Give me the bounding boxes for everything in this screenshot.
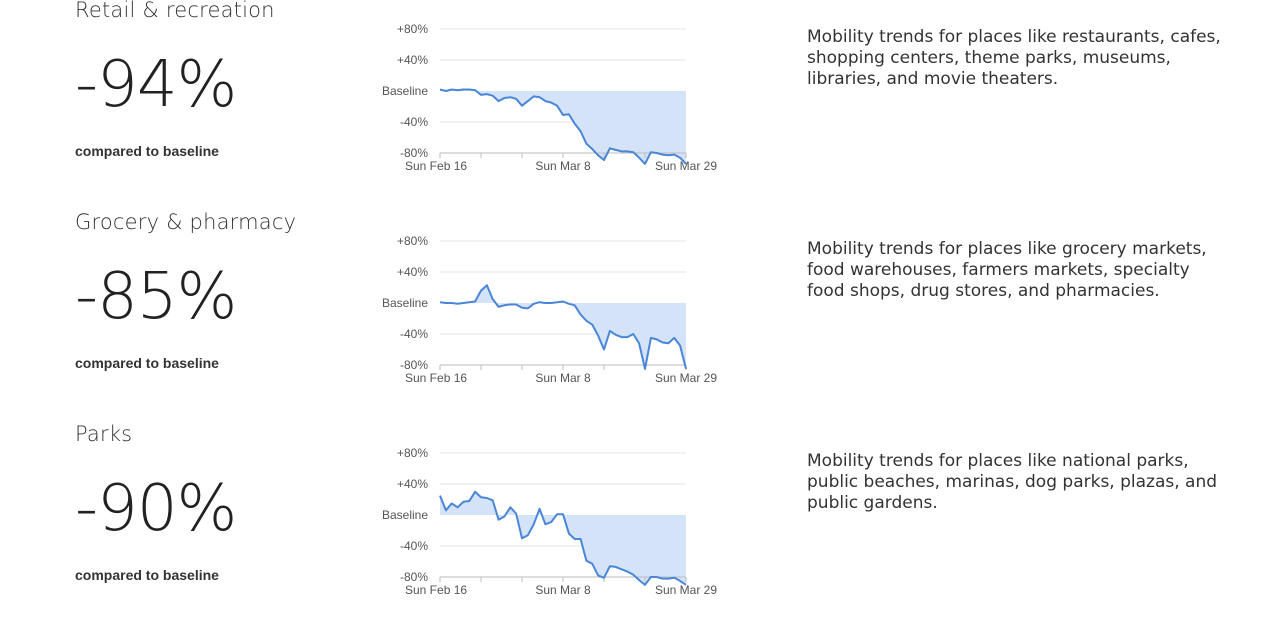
- headline-percent: -90%: [75, 472, 237, 546]
- y-tick-label: Baseline: [382, 508, 428, 522]
- category-title: Retail & recreation: [75, 0, 275, 22]
- category-description: Mobility trends for places like national…: [807, 451, 1218, 513]
- parks-chart: +80% +40% Baseline -40% -80%Sun Feb 16 Sun Ma…: [382, 446, 717, 597]
- y-tick-label: +80%: [397, 22, 428, 36]
- category-title: Grocery & pharmacy: [75, 210, 297, 234]
- series-line: [439, 88, 687, 165]
- x-tick-label: Sun Mar 8: [535, 371, 591, 385]
- y-tick-label: +40%: [397, 265, 428, 279]
- y-tick-label: -40%: [400, 115, 428, 129]
- x-tick-label: Sun Mar 8: [535, 583, 591, 597]
- series-line: [439, 490, 687, 586]
- compared-label: compared to baseline: [75, 143, 219, 159]
- retail-recreation-section: Retail & recreation -94% compared to bas…: [0, 0, 1280, 212]
- retail-recreation-chart: +80% +40% Baseline -40% -80%Sun Feb 16 Sun Ma…: [382, 22, 717, 173]
- x-tick-label: Sun Mar 29: [655, 583, 717, 597]
- area-fill: [440, 89, 686, 164]
- x-tick-label: Sun Mar 29: [655, 371, 717, 385]
- category-description: Mobility trends for places like grocery …: [807, 239, 1207, 301]
- compared-label: compared to baseline: [75, 355, 219, 371]
- headline-percent: -94%: [75, 48, 237, 122]
- x-tick-label: Sun Feb 16: [405, 371, 467, 385]
- compared-label: compared to baseline: [75, 567, 219, 583]
- category-title: Parks: [75, 422, 133, 446]
- headline-percent: -85%: [75, 260, 237, 334]
- category-description: Mobility trends for places like restaura…: [807, 27, 1221, 89]
- grocery-pharmacy-chart: +80% +40% Baseline -40% -80%Sun Feb 16 Sun Ma…: [382, 234, 717, 385]
- area-fill: [440, 285, 686, 369]
- grocery-pharmacy-section: Grocery & pharmacy -85% compared to base…: [0, 210, 1280, 424]
- y-tick-label: +80%: [397, 446, 428, 460]
- y-tick-label: +80%: [397, 234, 428, 248]
- y-tick-label: -80%: [400, 358, 428, 372]
- x-tick-label: Sun Mar 8: [535, 159, 591, 173]
- y-tick-label: -80%: [400, 146, 428, 160]
- x-tick-label: Sun Feb 16: [405, 583, 467, 597]
- series-line: [439, 284, 687, 370]
- x-tick-label: Sun Mar 29: [655, 159, 717, 173]
- y-tick-label: +40%: [397, 477, 428, 491]
- parks-section: Parks -90% compared to baseline Mobility…: [0, 422, 1280, 636]
- area-fill: [440, 491, 686, 585]
- y-tick-label: Baseline: [382, 84, 428, 98]
- y-tick-label: Baseline: [382, 296, 428, 310]
- y-tick-label: +40%: [397, 53, 428, 67]
- x-tick-label: Sun Feb 16: [405, 159, 467, 173]
- y-tick-label: -40%: [400, 327, 428, 341]
- y-tick-label: -40%: [400, 539, 428, 553]
- y-tick-label: -80%: [400, 570, 428, 584]
